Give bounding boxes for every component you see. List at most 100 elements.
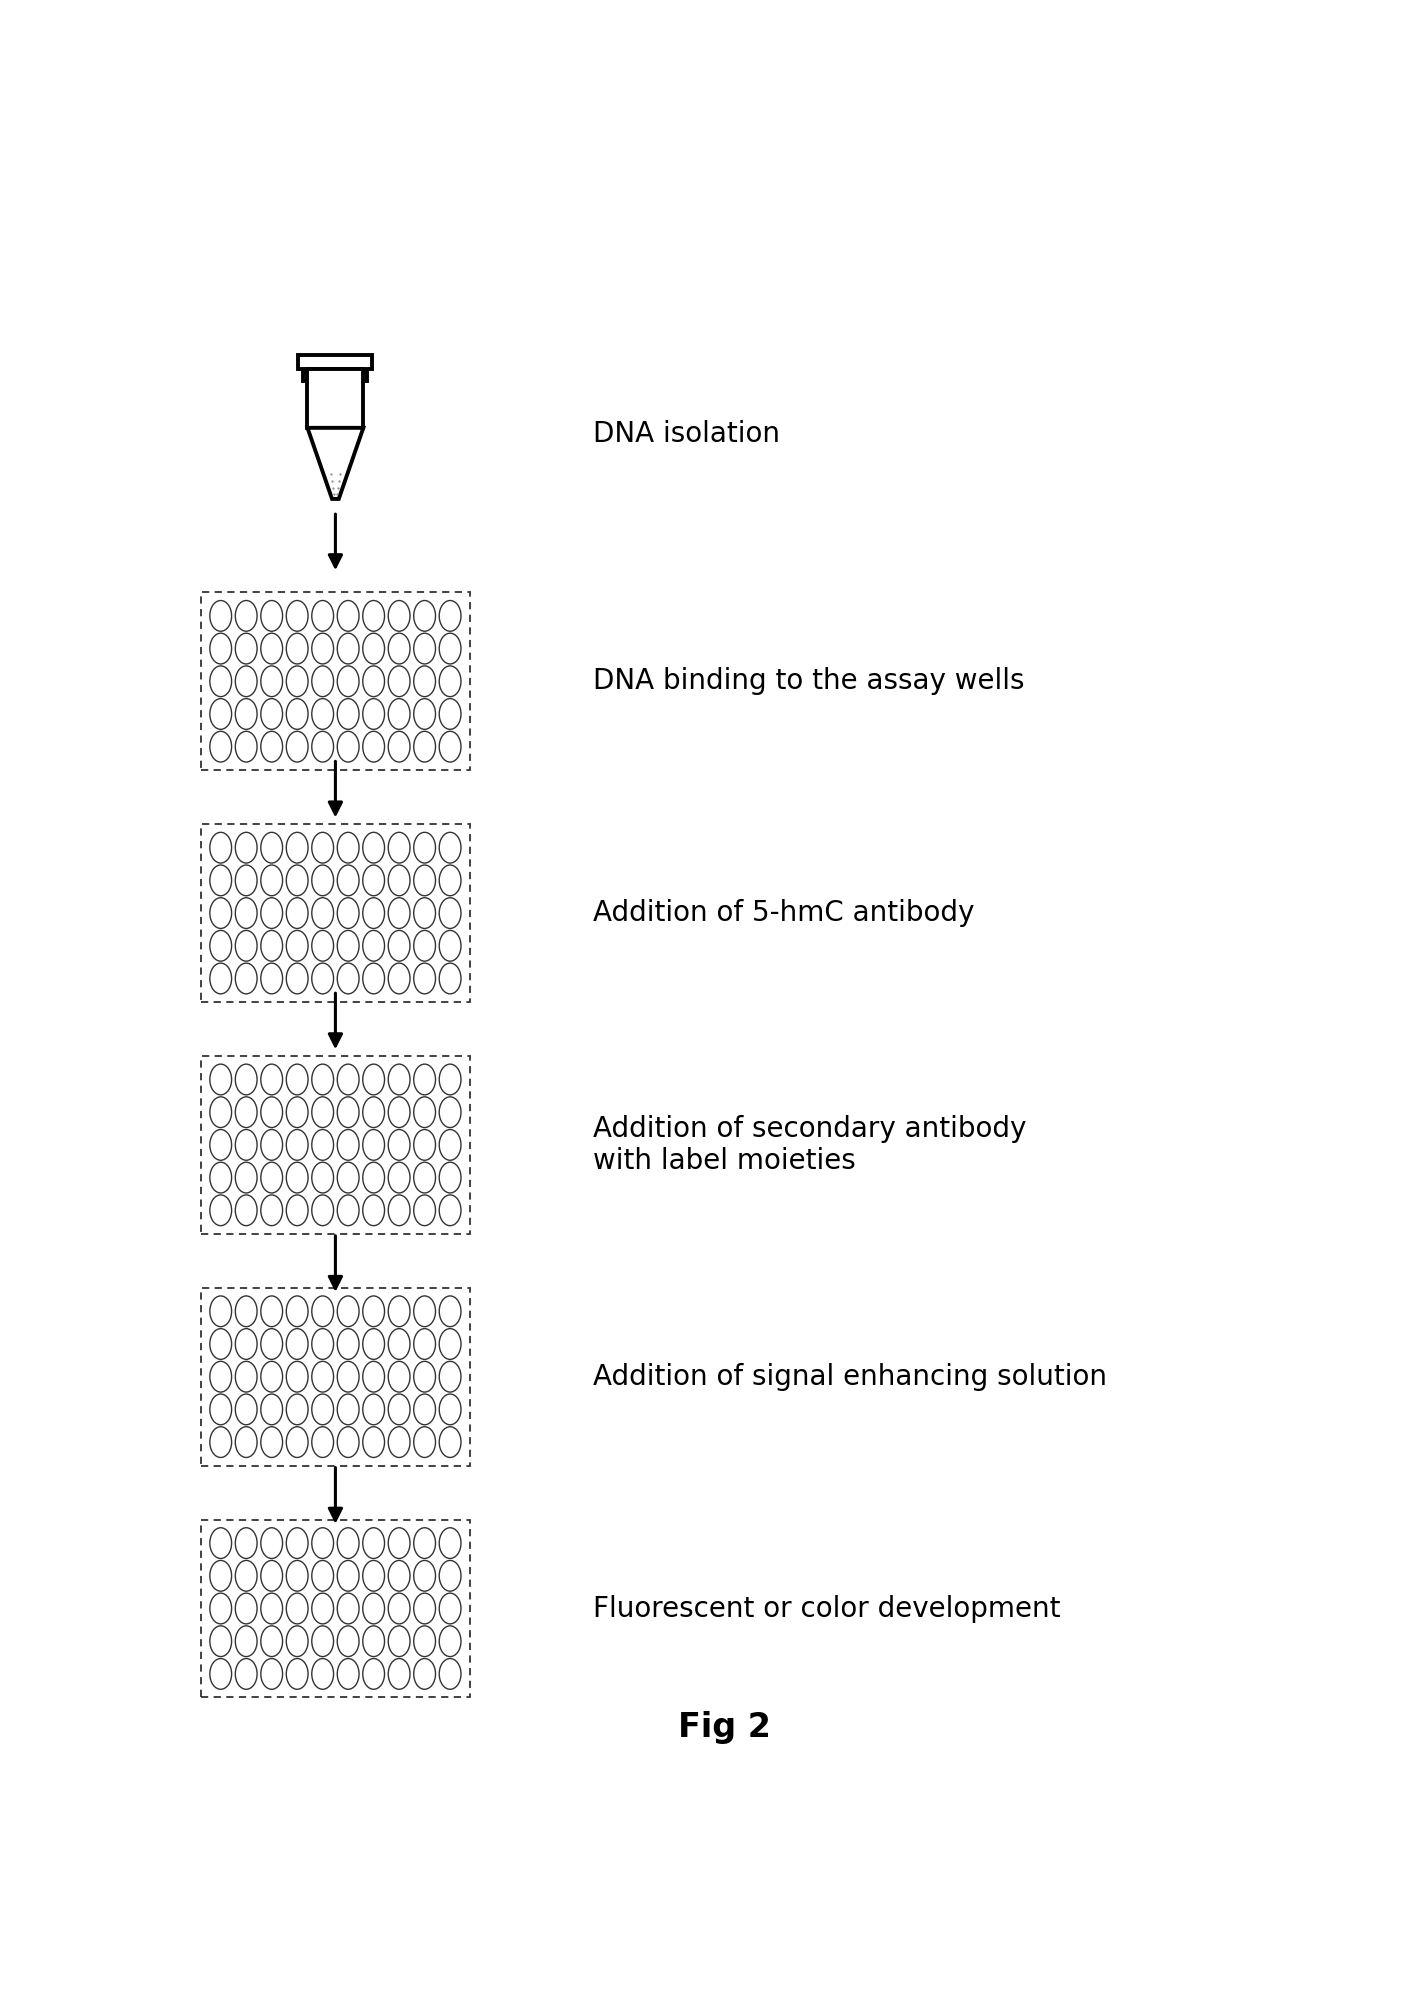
Circle shape: [439, 698, 461, 729]
Circle shape: [312, 963, 333, 993]
Circle shape: [363, 1658, 384, 1690]
Circle shape: [414, 1427, 435, 1457]
Text: Addition of secondary antibody
with label moieties: Addition of secondary antibody with labe…: [593, 1114, 1026, 1174]
Circle shape: [389, 1096, 410, 1128]
Circle shape: [261, 1427, 283, 1457]
Circle shape: [236, 632, 257, 664]
Circle shape: [209, 897, 232, 929]
Circle shape: [338, 632, 359, 664]
Circle shape: [236, 666, 257, 696]
Circle shape: [414, 666, 435, 696]
Circle shape: [261, 666, 283, 696]
Circle shape: [261, 1096, 283, 1128]
Circle shape: [287, 963, 308, 993]
Circle shape: [338, 897, 359, 929]
Circle shape: [287, 600, 308, 632]
Circle shape: [363, 600, 384, 632]
Circle shape: [312, 1130, 333, 1160]
Circle shape: [439, 1329, 461, 1359]
Circle shape: [389, 1064, 410, 1096]
Circle shape: [439, 963, 461, 993]
Circle shape: [236, 1559, 257, 1592]
Circle shape: [389, 1395, 410, 1425]
Text: DNA isolation: DNA isolation: [593, 419, 780, 448]
Circle shape: [236, 897, 257, 929]
Circle shape: [414, 1594, 435, 1624]
Circle shape: [439, 1361, 461, 1393]
Circle shape: [439, 897, 461, 929]
Circle shape: [363, 1626, 384, 1656]
Circle shape: [287, 731, 308, 763]
Circle shape: [312, 1395, 333, 1425]
Circle shape: [389, 600, 410, 632]
Circle shape: [414, 833, 435, 863]
Circle shape: [312, 1658, 333, 1690]
Circle shape: [363, 1395, 384, 1425]
Circle shape: [312, 600, 333, 632]
Circle shape: [236, 1329, 257, 1359]
Circle shape: [414, 1297, 435, 1327]
Circle shape: [236, 1626, 257, 1656]
Circle shape: [363, 1527, 384, 1559]
Circle shape: [363, 698, 384, 729]
Circle shape: [312, 1559, 333, 1592]
Circle shape: [439, 1559, 461, 1592]
Text: Addition of 5-hmC antibody: Addition of 5-hmC antibody: [593, 899, 974, 927]
Bar: [304, 371, 367, 381]
Circle shape: [363, 865, 384, 895]
Circle shape: [439, 600, 461, 632]
Circle shape: [261, 1559, 283, 1592]
Circle shape: [414, 1559, 435, 1592]
Circle shape: [338, 1658, 359, 1690]
Circle shape: [209, 1194, 232, 1226]
Circle shape: [338, 1064, 359, 1096]
Circle shape: [363, 1297, 384, 1327]
Circle shape: [439, 865, 461, 895]
Circle shape: [363, 1329, 384, 1359]
Circle shape: [439, 1194, 461, 1226]
Circle shape: [414, 600, 435, 632]
Circle shape: [414, 698, 435, 729]
Circle shape: [209, 1395, 232, 1425]
Circle shape: [363, 731, 384, 763]
Circle shape: [414, 1361, 435, 1393]
Circle shape: [287, 1427, 308, 1457]
Circle shape: [338, 1162, 359, 1192]
Circle shape: [287, 1626, 308, 1656]
Circle shape: [439, 1527, 461, 1559]
Polygon shape: [308, 427, 363, 500]
Circle shape: [287, 1395, 308, 1425]
Circle shape: [209, 666, 232, 696]
Circle shape: [439, 731, 461, 763]
Circle shape: [261, 897, 283, 929]
Circle shape: [209, 698, 232, 729]
Circle shape: [414, 1329, 435, 1359]
Circle shape: [363, 632, 384, 664]
Circle shape: [209, 1559, 232, 1592]
Circle shape: [389, 1427, 410, 1457]
Circle shape: [236, 1130, 257, 1160]
Circle shape: [338, 1427, 359, 1457]
Circle shape: [236, 731, 257, 763]
Circle shape: [439, 1297, 461, 1327]
Circle shape: [312, 731, 333, 763]
Circle shape: [209, 1064, 232, 1096]
Circle shape: [338, 1527, 359, 1559]
Circle shape: [389, 632, 410, 664]
Circle shape: [209, 1527, 232, 1559]
Circle shape: [414, 1626, 435, 1656]
Circle shape: [414, 1658, 435, 1690]
Circle shape: [363, 1559, 384, 1592]
Circle shape: [439, 1626, 461, 1656]
Circle shape: [312, 931, 333, 961]
Circle shape: [389, 731, 410, 763]
Circle shape: [287, 1329, 308, 1359]
Circle shape: [287, 666, 308, 696]
Circle shape: [287, 1130, 308, 1160]
Circle shape: [338, 1395, 359, 1425]
Circle shape: [287, 698, 308, 729]
Bar: [201, 592, 469, 771]
Circle shape: [312, 1594, 333, 1624]
Circle shape: [389, 1594, 410, 1624]
Circle shape: [439, 1395, 461, 1425]
